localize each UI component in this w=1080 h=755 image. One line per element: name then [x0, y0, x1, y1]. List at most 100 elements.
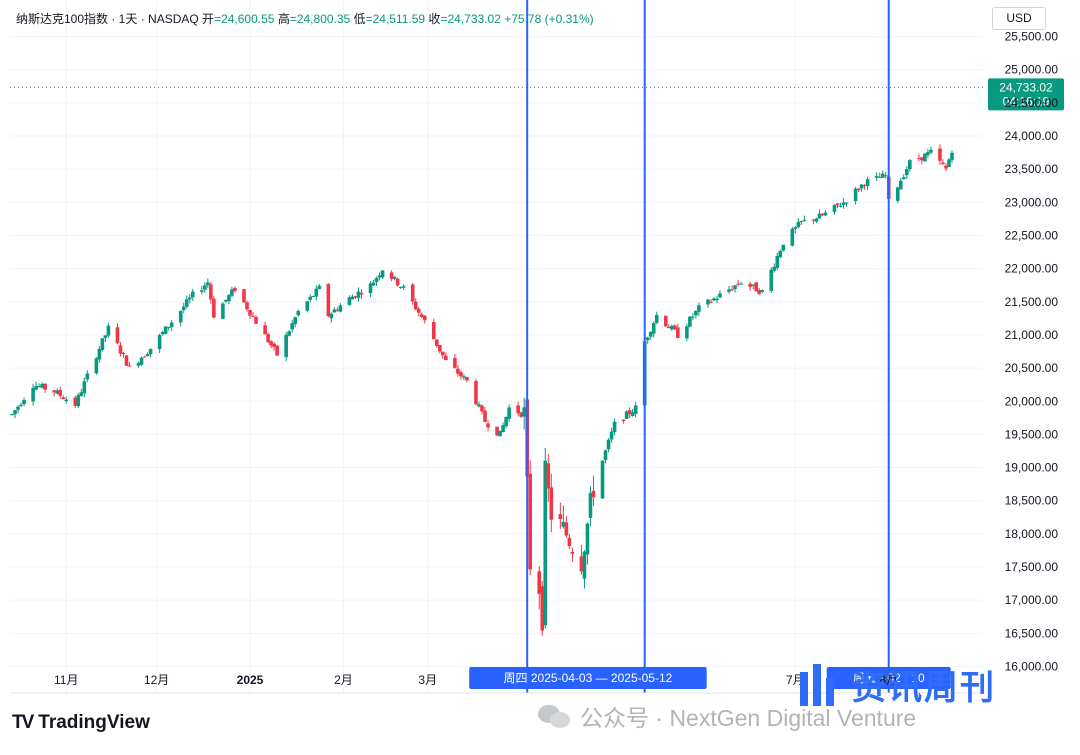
candle-body: [410, 284, 415, 302]
candles: [10, 144, 954, 636]
candle-body: [377, 275, 382, 278]
brand-watermark: 资讯周刊: [800, 660, 996, 709]
candle-body: [540, 586, 545, 631]
y-tick-label: 18,500.00: [1005, 494, 1059, 508]
y-tick-label: 23,500.00: [1005, 162, 1059, 176]
candle-body: [666, 326, 671, 329]
tradingview-logo[interactable]: TV TradingView: [12, 712, 150, 734]
candle-body: [799, 220, 804, 222]
y-tick-label: 24,500.00: [1005, 96, 1059, 110]
y-tick-label: 24,000.00: [1005, 129, 1059, 143]
candle-body: [73, 397, 78, 406]
candle-body: [453, 357, 457, 368]
axes: 16,000.00 16,500.00 17,000.00 17,500.00 18,0…: [10, 30, 1059, 694]
candle-body: [462, 376, 466, 378]
candle-body: [670, 326, 674, 330]
y-tick-label: 19,000.00: [1005, 461, 1059, 475]
currency-button[interactable]: USD: [992, 7, 1046, 30]
candle-body: [814, 218, 819, 222]
candle-body: [944, 165, 948, 169]
candle-body: [347, 297, 352, 306]
candle-body: [504, 416, 508, 427]
candle-body: [444, 355, 448, 361]
y-tick-label: 20,500.00: [1005, 361, 1059, 375]
candle-body: [97, 348, 102, 360]
candle-body: [697, 305, 701, 312]
candle-body: [338, 305, 343, 312]
candle-body: [709, 301, 713, 303]
candle-body: [537, 571, 542, 594]
candle-body: [392, 276, 397, 279]
candle-body: [567, 537, 572, 547]
candle-body: [329, 313, 334, 319]
candle-body: [917, 157, 921, 159]
candle-body: [558, 514, 563, 520]
candle-body: [221, 303, 225, 319]
candle-body: [272, 343, 276, 347]
candle-body: [94, 358, 99, 374]
candle-body: [760, 289, 764, 292]
candle-body: [103, 335, 108, 338]
candle-body: [190, 291, 195, 298]
candle-body: [901, 177, 906, 180]
candle-body: [441, 351, 445, 356]
candle-body: [287, 331, 291, 336]
candle-body: [582, 551, 587, 579]
candle-body: [438, 345, 442, 352]
candle-body: [82, 381, 87, 394]
candle-body: [431, 322, 436, 340]
candle-body: [796, 222, 801, 228]
candle-body: [40, 383, 44, 388]
candle-body: [456, 368, 460, 374]
candle-body: [419, 314, 424, 317]
candle-body: [781, 244, 786, 251]
candle-body: [775, 256, 780, 268]
candle-body: [64, 399, 69, 401]
candle-body: [733, 285, 737, 290]
y-tick-label: 17,500.00: [1005, 560, 1059, 574]
symbol-title: 纳斯达克100指数 · 1天 · NASDAQ: [16, 12, 199, 26]
candle-body: [507, 407, 511, 419]
candle-body: [859, 184, 864, 189]
last-price-tag: [988, 78, 1064, 111]
candle-body: [522, 407, 526, 417]
candle-body: [200, 290, 204, 292]
candle-body: [350, 296, 355, 300]
candle-body: [181, 306, 186, 311]
candle-body: [648, 331, 653, 337]
candle-body: [769, 269, 774, 291]
candle-body: [85, 373, 90, 380]
candle-body: [314, 288, 319, 297]
candle-body: [841, 202, 846, 205]
candle-body: [121, 352, 126, 355]
date-marker-box: [826, 667, 951, 689]
candle-body: [519, 412, 523, 417]
x-tick-label: 12月: [144, 673, 169, 687]
y-tick-label: 25,500.00: [1005, 30, 1059, 44]
candle-body: [311, 296, 316, 298]
candle-body: [633, 405, 638, 415]
candle-body: [308, 296, 313, 300]
y-tick-label: 18,000.00: [1005, 527, 1059, 541]
date-range-box: [469, 667, 707, 689]
candle-body: [10, 414, 14, 416]
last-price-label: 24,733.02: [999, 80, 1053, 94]
candle-body: [284, 334, 288, 358]
candle-body: [413, 301, 418, 310]
candle-body: [673, 325, 677, 330]
candle-body: [627, 410, 632, 415]
open-value: =24,600.55: [214, 12, 275, 26]
candle-body: [528, 473, 533, 570]
candle-body: [947, 159, 951, 167]
candle-body: [549, 487, 554, 520]
candle-body: [224, 299, 228, 302]
candle-body: [645, 337, 650, 341]
candle-body: [691, 316, 695, 318]
candle-body: [564, 522, 569, 536]
candle-body: [465, 377, 469, 381]
candle-body: [251, 315, 255, 317]
candle-body: [727, 289, 731, 292]
candle-body: [793, 227, 798, 229]
